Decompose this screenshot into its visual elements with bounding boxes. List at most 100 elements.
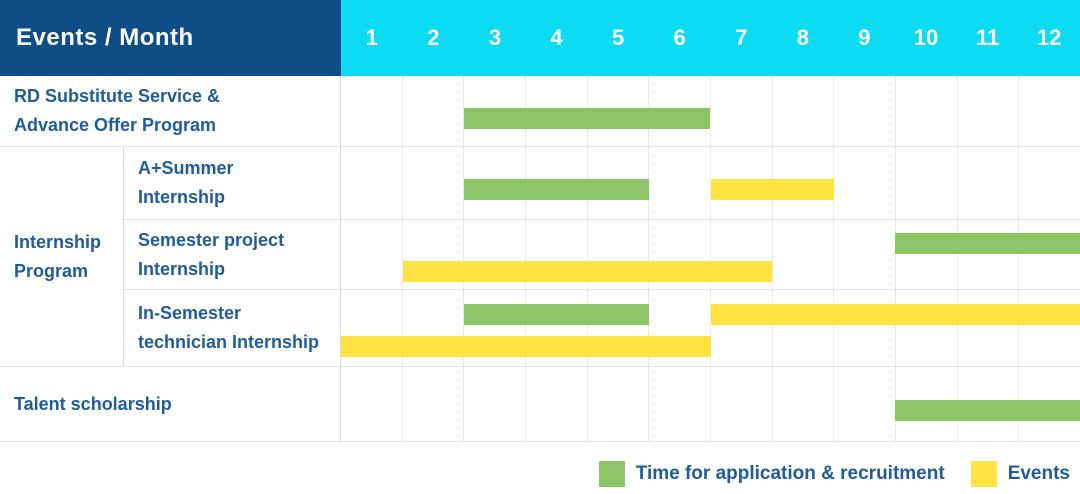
month-cell [711,290,773,366]
month-cell [711,76,773,146]
month-cell [649,76,712,146]
table-title: Events / Month [0,0,341,76]
application-bar [895,400,1080,422]
month-label-10: 10 [913,25,939,50]
row-timeline [341,76,1080,147]
label-line: Program [14,260,89,281]
month-cell [649,147,712,219]
application-bar [895,233,1080,255]
month-cell [464,290,527,366]
month-cell [773,290,835,366]
month-cell [834,220,897,289]
row-label: RD Substitute Service & Advance Offer Pro… [0,76,341,147]
month-cell [896,220,958,289]
label-line: In-Semester [138,303,242,323]
events-bar [710,304,1080,326]
row-timeline [341,367,1080,442]
legend: Time for application & recruitment Event… [0,461,1080,487]
row-timeline [341,290,1080,367]
month-label-3: 3 [488,25,502,50]
month-cell [403,147,465,219]
events-bar [402,261,773,283]
month-label-5: 5 [611,25,625,50]
month-cell [526,290,588,366]
sub-row-label: Semester project Internship [124,220,341,290]
month-cell [958,147,1020,219]
month-cell [341,290,403,366]
month-cell [711,220,773,289]
row-timeline [341,147,1080,220]
month-cell [834,367,897,441]
month-cell [403,290,465,366]
group-label: Internship Program [0,147,124,367]
label-line: technician Internship [138,332,320,352]
sub-row-label: In-Semester technician Internship [124,290,341,367]
month-cell [649,367,712,441]
month-cell [773,76,835,146]
month-cell [896,147,958,219]
month-cell [403,367,465,441]
month-label-2: 2 [427,25,440,50]
month-cell [773,367,835,441]
month-label-11: 11 [975,25,1000,50]
month-cell [958,290,1020,366]
month-cell [896,76,958,146]
label-line: Internship [14,231,102,252]
month-cell [403,220,465,289]
month-cell [896,290,958,366]
month-cell [1019,290,1080,366]
month-cell [711,367,773,441]
month-cell [588,220,650,289]
month-label-9: 9 [858,25,871,50]
label-line: Internship [138,258,226,279]
month-cell [341,367,403,441]
legend-item-application: Time for application & recruitment [598,461,945,487]
month-label-4: 4 [550,25,563,50]
month-cell [464,367,527,441]
legend-label-application: Time for application & recruitment [635,463,945,484]
events-bar [341,335,711,357]
row-timeline [341,220,1080,290]
month-cell [958,220,1020,289]
month-cell [834,290,897,366]
month-cell [341,220,403,289]
month-cell [526,220,588,289]
month-cell [773,220,835,289]
month-cell [403,76,465,146]
label-line: A+Summer [138,158,234,178]
application-swatch-icon [598,461,625,487]
table-body: RD Substitute Service & Advance Offer Pro… [0,76,1080,442]
application-bar [464,179,649,201]
month-cell [526,367,588,441]
month-cell [1019,147,1080,219]
month-cell [464,220,527,289]
month-cell [1019,220,1080,289]
month-cell [958,76,1020,146]
table-header: Events / Month 1 2 3 4 5 6 7 8 9 10 11 12 [0,0,1080,76]
legend-label-events: Events [1007,463,1070,484]
month-cell [341,147,403,219]
label-line: Talent scholarship [14,393,172,414]
month-header-row: 1 2 3 4 5 6 7 8 9 10 11 12 [341,0,1080,76]
legend-item-events: Events [970,461,1070,487]
events-bar [710,179,834,201]
month-cell [773,147,835,219]
events-swatch-icon [970,461,997,487]
month-cell [649,220,712,289]
month-cell [834,76,897,146]
month-label-8: 8 [796,25,809,50]
month-cell [588,290,650,366]
month-label-6: 6 [673,25,686,50]
application-bar [464,107,711,129]
month-cell [649,290,712,366]
row-label: Talent scholarship [0,367,341,442]
month-cell [1019,76,1080,146]
label-line: Semester project [138,229,285,250]
month-label-12: 12 [1036,25,1062,50]
sub-row-label: A+Summer Internship [124,147,341,220]
month-cell [341,76,403,146]
label-line: Advance Offer Program [14,115,217,135]
month-cell [834,147,897,219]
month-cell [588,367,650,441]
